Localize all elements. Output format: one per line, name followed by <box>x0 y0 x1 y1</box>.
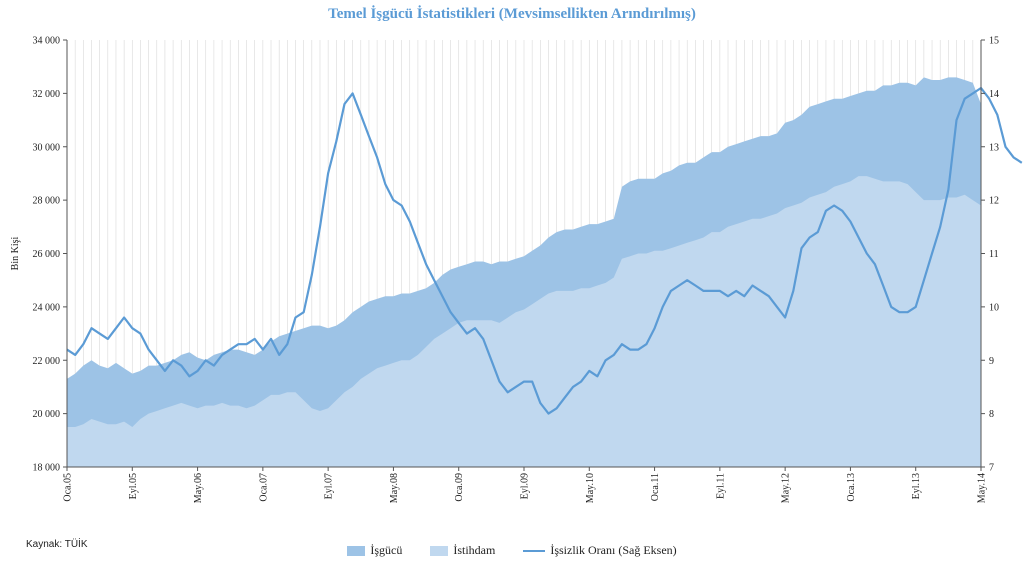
right-tick-label: 9 <box>989 356 994 367</box>
x-tick-label: May.06 <box>193 473 204 503</box>
left-axis-label: Bin Kişi <box>10 236 21 270</box>
x-tick-label: May.14 <box>977 473 988 503</box>
x-tick-label: Eyl.09 <box>520 473 531 499</box>
legend-item-isgucu: İşgücü <box>347 543 402 558</box>
legend-label-issizlik: İşsizlik Oranı (Sağ Eksen) <box>550 543 677 557</box>
legend-item-istihdam: İstihdam <box>430 543 495 558</box>
x-tick-label: Oca.07 <box>258 473 269 502</box>
chart-title: Temel İşgücü İstatistikleri (Mevsimselli… <box>328 6 696 22</box>
chart-legend: İşgücü İstihdam İşsizlik Oranı (Sağ Ekse… <box>0 543 1024 558</box>
legend-label-isgucu: İşgücü <box>370 543 403 557</box>
legend-label-istihdam: İstihdam <box>453 543 496 557</box>
legend-item-issizlik: İşsizlik Oranı (Sağ Eksen) <box>523 543 677 558</box>
left-tick-label: 18 000 <box>33 463 61 474</box>
left-tick-label: 34 000 <box>33 36 61 47</box>
right-tick-label: 12 <box>989 196 999 207</box>
left-tick-label: 30 000 <box>33 142 61 153</box>
x-tick-label: Oca.13 <box>846 473 857 502</box>
x-tick-label: Eyl.05 <box>128 473 139 499</box>
x-tick-label: Oca.09 <box>454 473 465 502</box>
right-tick-label: 13 <box>989 142 999 153</box>
x-tick-label: May.08 <box>389 473 400 503</box>
left-tick-label: 32 000 <box>33 89 61 100</box>
right-tick-label: 7 <box>989 463 994 474</box>
left-tick-label: 24 000 <box>33 302 61 313</box>
right-tick-label: 11 <box>989 249 999 260</box>
issizlik-line <box>66 86 1023 415</box>
x-tick-label: Eyl.07 <box>324 473 335 499</box>
left-tick-label: 22 000 <box>33 356 61 367</box>
left-tick-label: 26 000 <box>33 249 61 260</box>
right-tick-label: 8 <box>989 409 994 420</box>
x-tick-label: May.10 <box>585 473 596 503</box>
legend-swatch-isgucu <box>347 545 366 556</box>
legend-swatch-istihdam <box>430 545 449 556</box>
legend-swatch-issizlik <box>523 549 546 552</box>
x-tick-label: May.12 <box>781 473 792 503</box>
x-tick-label: Oca.05 <box>63 473 74 502</box>
istihdam-area <box>67 176 981 467</box>
source-note: Kaynak: TÜİK <box>26 539 88 550</box>
right-tick-label: 14 <box>989 89 999 100</box>
x-tick-label: Eyl.13 <box>911 473 922 499</box>
right-tick-label: 10 <box>989 302 999 313</box>
left-tick-label: 28 000 <box>33 196 61 207</box>
x-tick-label: Eyl.11 <box>715 473 726 499</box>
left-tick-label: 20 000 <box>33 409 61 420</box>
x-tick-label: Oca.11 <box>650 473 661 501</box>
right-tick-label: 15 <box>989 36 999 47</box>
